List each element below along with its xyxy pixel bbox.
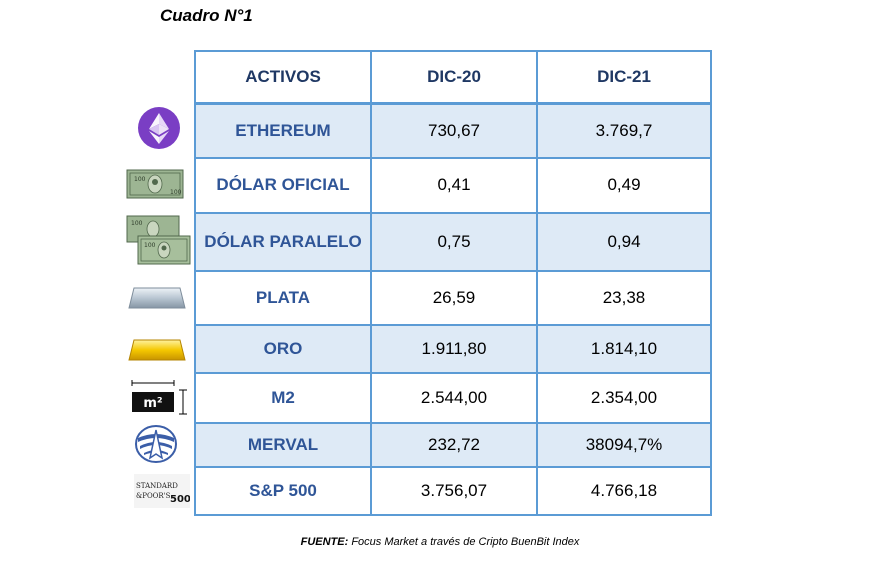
table-row: ETHEREUM 730,67 3.769,7 <box>194 102 712 159</box>
svg-text:100: 100 <box>131 220 143 227</box>
table-row: ORO 1.911,80 1.814,10 <box>194 323 712 374</box>
asset-name: DÓLAR PARALELO <box>194 211 372 272</box>
silver-bar-icon <box>128 284 186 312</box>
value-dic-20: 730,67 <box>370 102 538 159</box>
dollar-bill-icon: 100 100 <box>126 168 184 200</box>
header-dic-21: DIC-21 <box>536 50 712 105</box>
value-dic-20: 2.544,00 <box>370 371 538 424</box>
table-row: PLATA 26,59 23,38 <box>194 269 712 326</box>
asset-name: PLATA <box>194 269 372 326</box>
table-row: DÓLAR PARALELO 0,75 0,94 <box>194 211 712 272</box>
assets-table: ACTIVOS DIC-20 DIC-21 ETHEREUM 730,67 3.… <box>194 50 712 516</box>
table-row: MERVAL 232,72 38094,7% <box>194 421 712 468</box>
svg-text:100: 100 <box>144 242 156 249</box>
table-header-row: ACTIVOS DIC-20 DIC-21 <box>194 50 712 105</box>
value-dic-21: 23,38 <box>536 269 712 326</box>
value-dic-21: 1.814,10 <box>536 323 712 374</box>
sp-icon-line1: STANDARD <box>136 482 178 490</box>
header-dic-20: DIC-20 <box>370 50 538 105</box>
merval-logo-icon <box>134 424 178 464</box>
value-dic-20: 26,59 <box>370 269 538 326</box>
source-label: FUENTE: <box>300 536 349 548</box>
value-dic-20: 3.756,07 <box>370 465 538 516</box>
value-dic-21: 38094,7% <box>536 421 712 468</box>
asset-name: ETHEREUM <box>194 102 372 159</box>
asset-name: M2 <box>194 371 372 424</box>
table-row: M2 2.544,00 2.354,00 <box>194 371 712 424</box>
value-dic-21: 4.766,18 <box>536 465 712 516</box>
value-dic-21: 2.354,00 <box>536 371 712 424</box>
header-activos: ACTIVOS <box>194 50 372 105</box>
svg-text:100: 100 <box>134 176 146 183</box>
ethereum-icon <box>137 106 181 150</box>
square-meter-icon: m² <box>128 378 192 416</box>
sp500-logo-icon: STANDARD &POOR'S 500 <box>134 474 190 508</box>
value-dic-20: 0,41 <box>370 156 538 214</box>
value-dic-21: 0,49 <box>536 156 712 214</box>
value-dic-20: 1.911,80 <box>370 323 538 374</box>
table-row: DÓLAR OFICIAL 0,41 0,49 <box>194 156 712 214</box>
gold-bar-icon <box>128 336 186 364</box>
svg-text:100: 100 <box>170 189 182 196</box>
asset-name: MERVAL <box>194 421 372 468</box>
value-dic-20: 0,75 <box>370 211 538 272</box>
asset-name: S&P 500 <box>194 465 372 516</box>
value-dic-20: 232,72 <box>370 421 538 468</box>
value-dic-21: 0,94 <box>536 211 712 272</box>
page-title: Cuadro N°1 <box>160 6 253 25</box>
asset-name: ORO <box>194 323 372 374</box>
table-row: S&P 500 3.756,07 4.766,18 <box>194 465 712 516</box>
value-dic-21: 3.769,7 <box>536 102 712 159</box>
sp-icon-line2: &POOR'S <box>136 492 171 500</box>
asset-name: DÓLAR OFICIAL <box>194 156 372 214</box>
source-footnote: FUENTE: Focus Market a través de Cripto … <box>0 536 880 548</box>
sp-icon-num: 500 <box>170 494 190 505</box>
source-text: Focus Market a través de Cripto BuenBit … <box>348 536 580 548</box>
m2-icon-label: m² <box>143 396 162 411</box>
dollar-bills-stack-icon: 100 100 <box>126 214 192 266</box>
